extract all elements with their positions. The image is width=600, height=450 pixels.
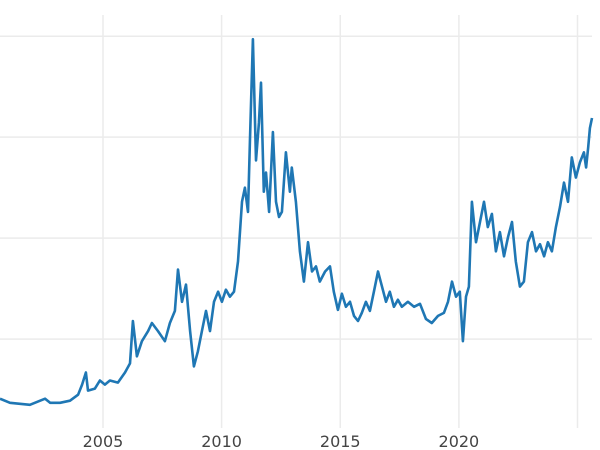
x-gridlines bbox=[102, 15, 579, 428]
x-tick-label: 2010 bbox=[201, 432, 242, 450]
x-tick-labels: 2005 2010 2015 2020 bbox=[83, 432, 480, 450]
series-line bbox=[0, 37, 594, 407]
x-tick-label: 2020 bbox=[439, 432, 480, 450]
x-tick-label: 2015 bbox=[320, 432, 361, 450]
x-tick-label: 2005 bbox=[83, 432, 124, 450]
y-gridlines bbox=[0, 35, 592, 340]
